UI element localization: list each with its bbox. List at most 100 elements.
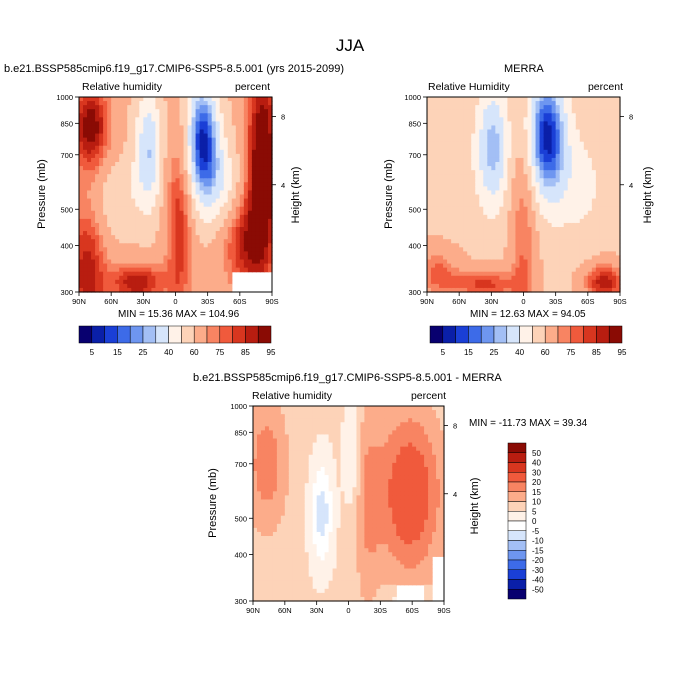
- contour-cell: [253, 592, 258, 598]
- contour-cell: [127, 186, 132, 192]
- contour-cell: [91, 194, 96, 200]
- contour-cell: [215, 227, 221, 232]
- contour-cell: [107, 105, 112, 110]
- contour-cell: [583, 157, 589, 163]
- contour-cell: [79, 251, 84, 257]
- contour-cell: [151, 170, 156, 175]
- contour-cell: [515, 141, 521, 147]
- contour-cell: [272, 426, 278, 431]
- contour-cell: [147, 222, 152, 228]
- contour-cell: [147, 121, 152, 127]
- contour-cell: [523, 149, 529, 155]
- contour-cell: [155, 162, 161, 167]
- contour-cell: [463, 162, 468, 167]
- contour-cell: [487, 218, 492, 224]
- contour-cell: [439, 194, 444, 200]
- contour-cell: [175, 255, 181, 261]
- contour-cell: [479, 227, 484, 232]
- contour-cell: [467, 101, 472, 106]
- contour-cell: [615, 231, 621, 236]
- contour-cell: [547, 247, 553, 252]
- contour-cell: [151, 174, 156, 179]
- contour-cell: [579, 283, 585, 289]
- contour-cell: [183, 235, 189, 240]
- contour-cell: [579, 125, 585, 131]
- contour-cell: [215, 243, 221, 248]
- contour-cell: [260, 434, 266, 440]
- contour-cell: [167, 101, 173, 106]
- contour-cell: [523, 174, 529, 179]
- contour-cell: [147, 202, 152, 208]
- contour-cell: [103, 109, 108, 114]
- contour-cell: [603, 113, 609, 118]
- contour-cell: [447, 235, 452, 240]
- panel-1-left-string: Relative humidity: [82, 81, 162, 93]
- contour-cell: [475, 198, 480, 204]
- contour-cell: [595, 129, 601, 135]
- contour-cell: [255, 190, 261, 196]
- contour-cell: [239, 178, 245, 183]
- contour-cell: [139, 117, 144, 122]
- contour-cell: [575, 117, 581, 122]
- contour-cell: [467, 283, 472, 289]
- contour-cell: [247, 198, 253, 204]
- contour-cell: [179, 105, 185, 110]
- contour-cell: [103, 178, 108, 183]
- contour-cell: [191, 227, 197, 232]
- contour-cell: [256, 446, 262, 452]
- contour-cell: [603, 170, 609, 175]
- contour-cell: [267, 174, 273, 179]
- contour-cell: [147, 97, 152, 102]
- contour-cell: [143, 190, 148, 196]
- contour-cell: [207, 166, 213, 171]
- contour-cell: [187, 178, 193, 183]
- contour-cell: [179, 153, 185, 159]
- contour-cell: [256, 414, 262, 419]
- contour-cell: [231, 186, 237, 192]
- contour-cell: [215, 166, 221, 171]
- contour-cell: [272, 548, 278, 553]
- contour-cell: [247, 153, 253, 159]
- contour-cell: [471, 247, 476, 252]
- contour-cell: [459, 182, 464, 187]
- contour-cell: [211, 153, 217, 159]
- contour-cell: [543, 186, 549, 192]
- contour-cell: [523, 182, 529, 187]
- contour-cell: [215, 149, 221, 155]
- contour-cell: [223, 137, 229, 143]
- contour-cell: [123, 97, 128, 102]
- contour-cell: [487, 178, 492, 183]
- contour-cell: [187, 231, 193, 236]
- contour-cell: [447, 157, 452, 163]
- contour-cell: [131, 287, 136, 293]
- contour-cell: [587, 279, 593, 285]
- contour-cell: [135, 247, 140, 252]
- contour-cell: [127, 145, 132, 151]
- contour-cell: [527, 206, 533, 212]
- contour-cell: [260, 483, 266, 488]
- contour-cell: [235, 149, 241, 155]
- contour-cell: [555, 267, 561, 273]
- contour-cell: [267, 162, 273, 167]
- contour-cell: [491, 137, 496, 143]
- contour-cell: [127, 231, 132, 236]
- contour-cell: [103, 117, 108, 122]
- contour-cell: [555, 145, 561, 151]
- contour-cell: [515, 105, 521, 110]
- contour-cell: [575, 279, 581, 285]
- contour-cell: [227, 166, 233, 171]
- contour-cell: [459, 166, 464, 171]
- contour-cell: [435, 101, 440, 106]
- contour-cell: [219, 174, 225, 179]
- contour-cell: [159, 141, 165, 147]
- contour-cell: [247, 162, 253, 167]
- contour-cell: [463, 141, 468, 147]
- contour-cell: [447, 178, 452, 183]
- contour-cell: [207, 170, 213, 175]
- contour-cell: [599, 117, 605, 122]
- contour-cell: [235, 129, 241, 135]
- contour-cell: [539, 275, 545, 281]
- contour-cell: [543, 222, 549, 228]
- contour-cell: [531, 263, 537, 269]
- contour-cell: [95, 97, 100, 102]
